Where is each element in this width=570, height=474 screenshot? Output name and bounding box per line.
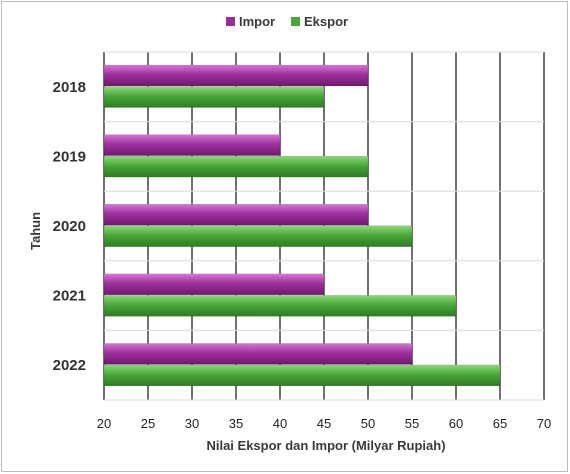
y-category-label: 2022 — [53, 357, 86, 374]
y-category-label: 2020 — [53, 218, 86, 235]
legend-swatch-ekspor — [291, 17, 300, 26]
x-tick-label: 65 — [493, 416, 507, 431]
bar-ekspor-2018 — [103, 86, 325, 108]
x-tick-label: 60 — [449, 416, 463, 431]
bar-ekspor-2021 — [103, 295, 457, 317]
y-category-label: 2018 — [53, 79, 86, 96]
bar-impor-2018 — [103, 64, 369, 87]
y-category-label: 2019 — [53, 148, 86, 165]
legend: Impor Ekspor — [226, 14, 348, 29]
x-tick-label: 50 — [361, 416, 375, 431]
x-tick-label: 35 — [229, 416, 243, 431]
gridlines — [103, 51, 545, 401]
bar-ekspor-2019 — [103, 155, 369, 178]
x-tick-label: 55 — [405, 416, 419, 431]
x-axis-title: Nilai Ekspor dan Impor (Milyar Rupiah) — [206, 438, 445, 453]
y-category-labels: 2018 2019 2020 2021 2022 — [53, 79, 86, 374]
bars — [103, 64, 501, 387]
legend-label-impor: Impor — [239, 14, 275, 29]
x-tick-label: 40 — [273, 416, 287, 431]
bar-ekspor-2022 — [103, 364, 501, 387]
y-category-label: 2021 — [53, 288, 86, 305]
bar-impor-2022 — [103, 343, 413, 365]
x-tick-label: 70 — [537, 416, 551, 431]
legend-swatch-impor — [226, 17, 235, 26]
bar-impor-2021 — [103, 273, 325, 296]
bar-impor-2020 — [103, 203, 369, 226]
y-axis-title: Tahun — [28, 212, 43, 250]
legend-label-ekspor: Ekspor — [304, 14, 348, 29]
x-tick-labels: 20 25 30 35 40 45 50 55 60 65 70 — [97, 416, 551, 431]
x-tick-label: 45 — [317, 416, 331, 431]
x-tick-label: 30 — [185, 416, 199, 431]
x-tick-label: 20 — [97, 416, 111, 431]
bar-ekspor-2020 — [103, 225, 413, 247]
x-tick-label: 25 — [141, 416, 155, 431]
bar-impor-2019 — [103, 134, 281, 156]
